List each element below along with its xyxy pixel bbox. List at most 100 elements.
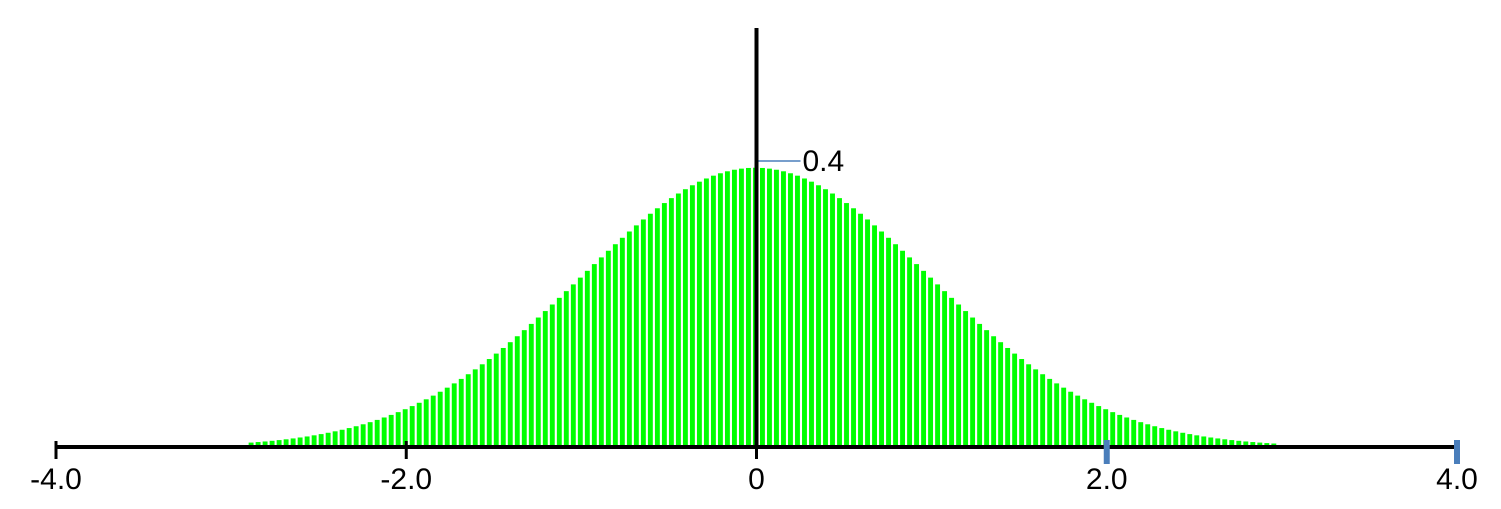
histogram-bar (949, 297, 955, 447)
histogram-bar (1145, 424, 1151, 447)
histogram-bar (1215, 438, 1221, 447)
histogram-bar (717, 173, 723, 447)
histogram-bar (633, 225, 639, 447)
histogram-bar (535, 317, 541, 447)
histogram-bar (556, 297, 562, 447)
histogram-bar (1229, 440, 1235, 447)
histogram-bar (353, 426, 359, 447)
histogram-bar (809, 181, 814, 447)
histogram-bar (1131, 419, 1137, 447)
histogram-bar (844, 203, 849, 447)
histogram-bar (858, 213, 863, 447)
histogram-bar (668, 198, 674, 447)
histogram-bar (886, 237, 891, 447)
histogram-bar (332, 431, 338, 447)
y-annotation-label: 0.4 (803, 145, 845, 178)
histogram-bar (591, 264, 597, 447)
histogram-bar (276, 440, 282, 447)
histogram-bar (367, 422, 373, 447)
histogram-bar (837, 198, 842, 447)
histogram-bar (900, 250, 905, 447)
histogram-bar (914, 264, 920, 447)
histogram-bar (584, 270, 590, 447)
x-tick-label: -2.0 (380, 463, 432, 496)
histogram-bar (1040, 374, 1046, 447)
histogram-bar (346, 428, 352, 447)
histogram-bar (1089, 402, 1095, 447)
histogram-bar (795, 175, 800, 448)
histogram-bar (675, 193, 681, 447)
histogram-bar (528, 323, 534, 447)
histogram-bar (991, 336, 997, 447)
histogram-bar (325, 432, 331, 447)
histogram-bar (921, 270, 927, 447)
histogram-bar (388, 414, 394, 447)
histogram-bar (1012, 353, 1018, 447)
histogram-bar (661, 203, 667, 447)
histogram-bar (493, 353, 499, 447)
histogram-bar (409, 406, 415, 447)
histogram-bar (1201, 436, 1207, 447)
histogram-bar (823, 189, 828, 447)
histogram-bar (738, 168, 744, 447)
histogram-bar (1194, 435, 1200, 447)
histogram-bar (984, 330, 990, 447)
histogram-bar (703, 178, 709, 448)
histogram-bar (1236, 440, 1242, 447)
histogram-bar (1187, 434, 1193, 447)
histogram-bar (304, 436, 310, 447)
histogram-bar (1019, 359, 1025, 447)
bars-group (248, 167, 1277, 448)
histogram-bar (318, 434, 324, 447)
histogram-bar (507, 342, 513, 447)
x-tick-label: 4.0 (1436, 463, 1478, 496)
histogram-bar (640, 219, 646, 447)
histogram-bar (942, 291, 948, 447)
histogram-bar (745, 167, 751, 447)
histogram-bar (1075, 395, 1081, 447)
histogram-bar (731, 169, 737, 448)
histogram-bar (963, 311, 969, 447)
histogram-bar (760, 167, 765, 447)
x-tick-labels-group: -4.0 -2.0 0 2.0 4.0 (30, 463, 1478, 496)
x-ticks-group (54, 440, 1460, 464)
histogram-bar (402, 409, 408, 447)
histogram-bar (416, 402, 422, 447)
histogram-bar (500, 347, 506, 447)
histogram-bar (1243, 441, 1249, 447)
histogram-bar (1103, 409, 1109, 447)
histogram-bar (802, 178, 807, 448)
histogram-bar (1138, 422, 1144, 447)
histogram-bar (851, 208, 856, 447)
histogram-bar (472, 369, 478, 447)
y-annotation-group: 0.4 (758, 145, 845, 178)
histogram-bar (865, 219, 870, 447)
histogram-bar (451, 383, 457, 447)
histogram-bar (1222, 439, 1228, 447)
histogram-bar (626, 231, 632, 447)
histogram-bar (1173, 431, 1179, 447)
histogram-bar (542, 311, 548, 447)
histogram-bar (1180, 432, 1186, 447)
histogram-bar (689, 185, 695, 447)
x-tick-label: -4.0 (30, 463, 82, 496)
histogram-bar (935, 284, 941, 447)
histogram-bar (879, 231, 884, 447)
histogram-bar (1026, 364, 1032, 447)
histogram-bar (1061, 387, 1067, 447)
x-tick-label: 0 (748, 463, 765, 496)
histogram-bar (360, 424, 366, 447)
histogram-bar (430, 395, 436, 447)
histogram-bar (605, 250, 611, 447)
histogram-bar (283, 439, 289, 447)
histogram-bar (612, 244, 618, 447)
histogram-bar (255, 442, 261, 447)
histogram-bar (479, 364, 485, 447)
histogram-bar (774, 169, 779, 448)
histogram-bar (563, 291, 569, 447)
histogram-bar (311, 435, 317, 447)
histogram-bar (647, 213, 653, 447)
histogram-bar (339, 429, 345, 447)
histogram-bar (248, 442, 254, 447)
histogram-bar (1047, 378, 1053, 447)
